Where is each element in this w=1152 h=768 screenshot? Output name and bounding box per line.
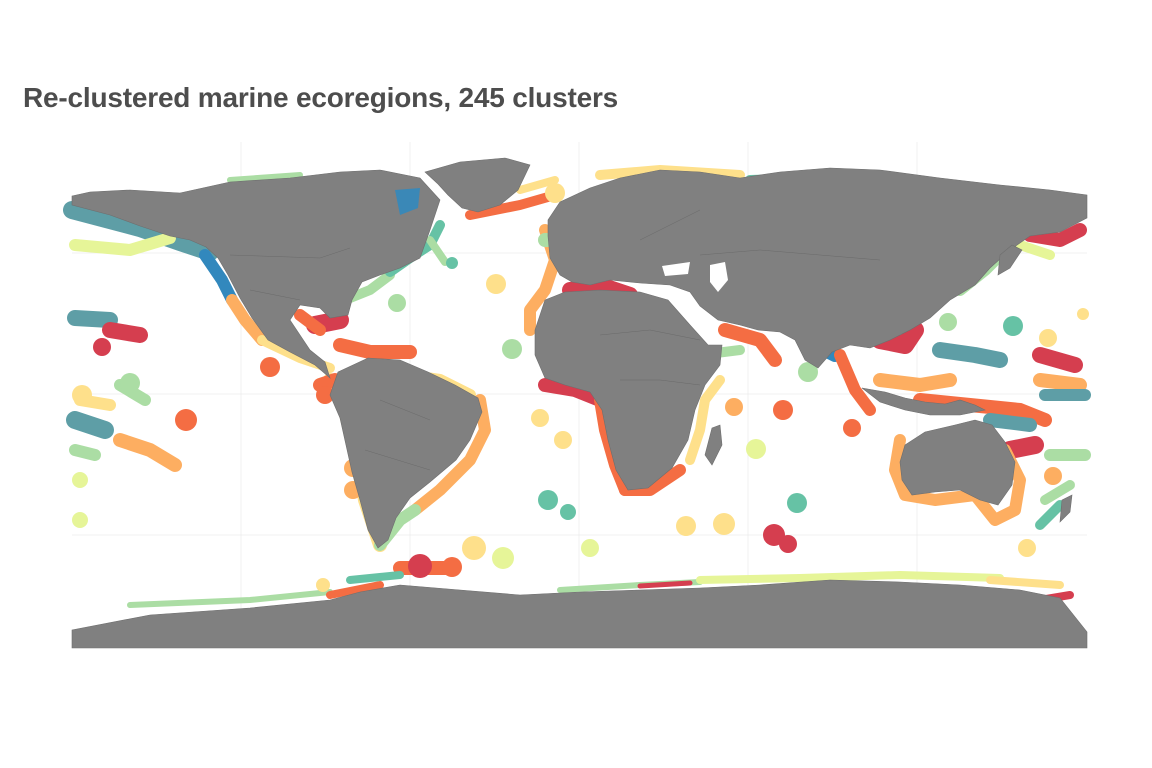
inland-seas [395, 188, 728, 292]
land-japan [997, 244, 1023, 276]
map-title: Re-clustered marine ecoregions, 245 clus… [23, 82, 619, 113]
landmasses [71, 157, 1088, 649]
land-south-america [329, 357, 483, 549]
land-europe-asia [547, 167, 1088, 369]
land-southeast-asia-islands [861, 387, 986, 416]
land-north-america [71, 169, 441, 379]
land-new-zealand [1059, 494, 1073, 523]
land-madagascar [704, 424, 723, 466]
land-antarctica [71, 579, 1088, 649]
land-australia [899, 419, 1016, 506]
land-greenland [424, 157, 531, 213]
land-africa [534, 289, 723, 491]
